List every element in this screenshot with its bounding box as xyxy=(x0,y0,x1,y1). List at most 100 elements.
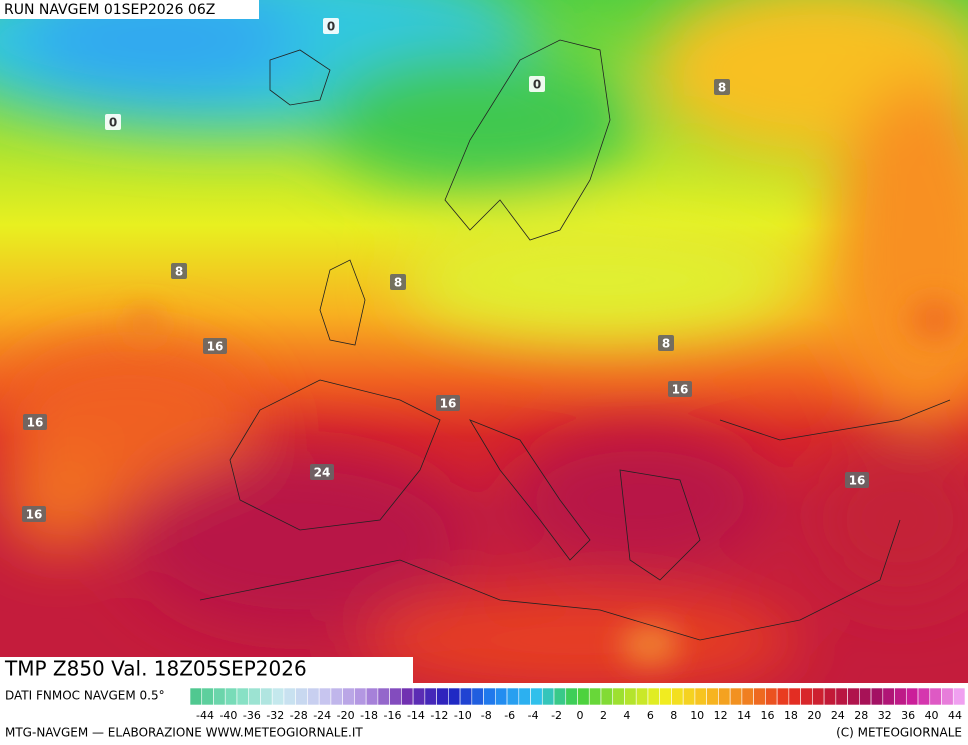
contour-label: 0 xyxy=(109,116,117,130)
colorbar-swatch xyxy=(354,687,367,706)
colorbar-swatch xyxy=(506,687,520,706)
colorbar-label: -28 xyxy=(290,709,308,722)
colorbar-swatch xyxy=(330,687,343,706)
colorbar-swatch xyxy=(213,687,226,706)
colorbar-swatch xyxy=(483,687,496,706)
contour-label: 8 xyxy=(175,265,183,279)
colorbar-swatch xyxy=(624,687,637,706)
contour-label-box xyxy=(22,506,46,522)
contour-label: 16 xyxy=(440,397,457,411)
colorbar-label: 16 xyxy=(761,709,775,722)
copyright: (C) METEOGIORNALE xyxy=(836,726,962,740)
title-box xyxy=(0,657,413,683)
colorbar-swatch xyxy=(530,687,543,706)
contour-label: 0 xyxy=(533,78,541,92)
colorbar-swatch xyxy=(682,687,696,706)
contour-labels: 0 0 0 8 8 8 8 16 16 16 16 16 16 24 xyxy=(22,18,869,522)
contour-label: 16 xyxy=(26,508,43,522)
colorbar-swatch xyxy=(917,687,931,706)
colorbar-swatch xyxy=(236,687,250,706)
colorbar-swatch xyxy=(283,687,296,706)
colorbar-swatch xyxy=(318,687,332,706)
contour-label: 8 xyxy=(662,337,670,351)
colorbar-swatch xyxy=(412,687,426,706)
run-label: RUN NAVGEM 01SEP2026 06Z xyxy=(4,2,215,18)
contour-label-box xyxy=(658,335,674,351)
colorbar-label: 6 xyxy=(647,709,654,722)
contour-label: 16 xyxy=(849,474,866,488)
colorbar-swatch xyxy=(800,687,813,706)
colorbar-label: -18 xyxy=(360,709,378,722)
colorbar-swatch xyxy=(518,687,531,706)
colorbar-swatch xyxy=(859,687,872,706)
colorbar-swatch xyxy=(905,687,919,706)
colorbar-label: 18 xyxy=(784,709,798,722)
colorbar-label: 44 xyxy=(948,709,962,722)
colorbar-swatch xyxy=(365,687,379,706)
colorbar-swatch xyxy=(659,687,672,706)
colorbar-label: 2 xyxy=(600,709,607,722)
contour-label-box xyxy=(23,414,47,430)
colorbar-swatch xyxy=(260,687,273,706)
contour-label-box xyxy=(529,76,545,92)
colorbar-swatch xyxy=(577,687,590,706)
contour-label: 8 xyxy=(394,276,402,290)
colorbar-label: -10 xyxy=(454,709,472,722)
contour-label: 16 xyxy=(207,340,224,354)
colorbar-swatch xyxy=(870,687,884,706)
colorbar-swatch xyxy=(541,687,555,706)
colorbar-label: -40 xyxy=(219,709,237,722)
colorbar-swatch xyxy=(342,687,355,706)
colorbar-swatch xyxy=(224,687,238,706)
contour-label-box xyxy=(668,381,692,397)
colorbar-swatch xyxy=(295,687,308,706)
colorbar-label: -16 xyxy=(384,709,402,722)
colorbar-swatch xyxy=(600,687,614,706)
colorbar-swatch xyxy=(471,687,484,706)
colorbar-swatch xyxy=(812,687,825,706)
colorbar-swatch xyxy=(565,687,578,706)
contour-label-box xyxy=(436,395,460,411)
contour-label: 16 xyxy=(27,416,44,430)
colorbar-label: -20 xyxy=(337,709,355,722)
map-title: TMP Z850 Val. 18Z05SEP2026 xyxy=(4,657,307,681)
colorbar-swatch xyxy=(424,687,437,706)
colorbar-label: 36 xyxy=(901,709,915,722)
colorbar-swatch xyxy=(729,687,743,706)
colorbar-label: 10 xyxy=(690,709,704,722)
contour-label-box xyxy=(203,338,227,354)
colorbar-label: -4 xyxy=(528,709,539,722)
colorbar-label: 8 xyxy=(670,709,677,722)
colorbar-label: 14 xyxy=(737,709,751,722)
colorbar-swatch xyxy=(835,687,848,706)
contour-label-box xyxy=(845,472,869,488)
colorbar-swatch xyxy=(248,687,261,706)
contour-label-box xyxy=(105,114,121,130)
colorbar-swatch xyxy=(307,687,320,706)
colorbar-swatch xyxy=(788,687,801,706)
colorbar-label: 40 xyxy=(925,709,939,722)
colorbar-label: -2 xyxy=(551,709,562,722)
colorbar-swatch xyxy=(377,687,390,706)
source-label: DATI FNMOC NAVGEM 0.5° xyxy=(5,689,165,703)
colorbar-swatch xyxy=(765,687,778,706)
colorbar-swatch xyxy=(612,687,625,706)
contour-label-box xyxy=(390,274,406,290)
colorbar-swatch xyxy=(495,687,508,706)
colorbar-label: -36 xyxy=(243,709,261,722)
colorbar-swatch xyxy=(952,687,966,706)
colorbar-label: 4 xyxy=(623,709,630,722)
colorbar-swatch xyxy=(929,687,942,706)
contour-label: 16 xyxy=(672,383,689,397)
colorbar-label: -32 xyxy=(266,709,284,722)
colorbar-swatch xyxy=(753,687,766,706)
colorbar-label: 28 xyxy=(854,709,868,722)
colorbar-swatch xyxy=(671,687,684,706)
contour-label: 0 xyxy=(327,20,335,34)
colorbar-label: -12 xyxy=(430,709,448,722)
colorbar-label: 20 xyxy=(807,709,821,722)
colorbar-label: 0 xyxy=(577,709,584,722)
colorbar-label: -8 xyxy=(481,709,492,722)
